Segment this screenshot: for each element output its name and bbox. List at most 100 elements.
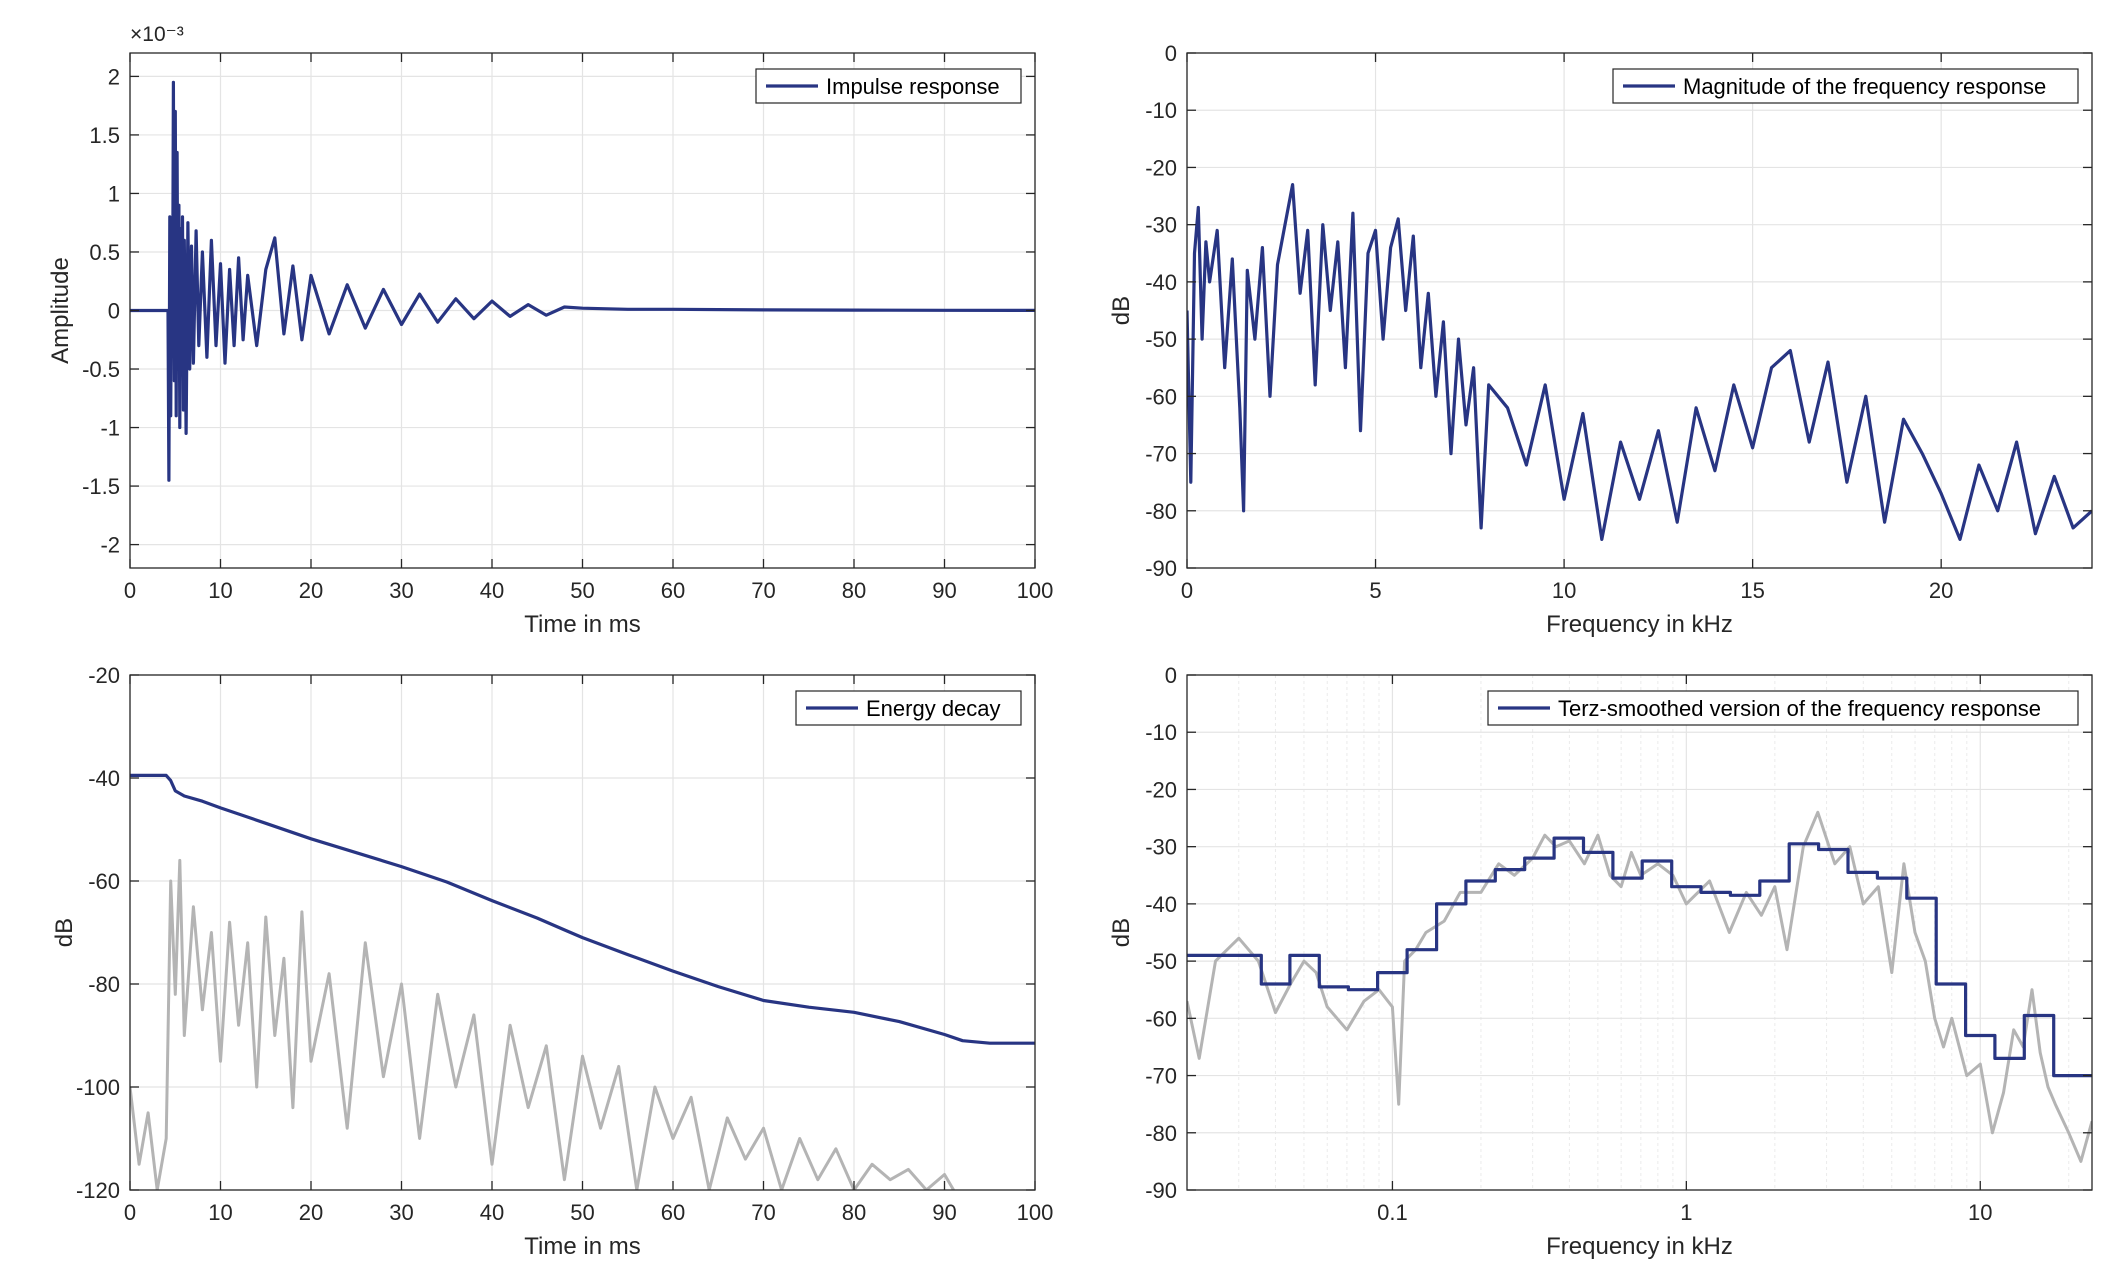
x-tick-label: 0 bbox=[1181, 578, 1193, 603]
legend-label: Terz-smoothed version of the frequency r… bbox=[1558, 696, 2041, 721]
series-line-magnitude-of-the-frequency-response bbox=[1187, 183, 2092, 542]
legend: Magnitude of the frequency response bbox=[1612, 68, 2079, 104]
series-group bbox=[1187, 183, 2092, 542]
x-tick-label: 40 bbox=[480, 1200, 504, 1225]
y-tick-label: -60 bbox=[88, 869, 120, 894]
x-tick-label: 90 bbox=[932, 1200, 956, 1225]
y-axis-label: Amplitude bbox=[47, 257, 74, 364]
x-tick-label: 0.1 bbox=[1377, 1200, 1408, 1225]
y-tick-label: -70 bbox=[1145, 442, 1177, 467]
x-tick-label: 100 bbox=[1017, 1200, 1054, 1225]
y-tick-label: -60 bbox=[1145, 1006, 1177, 1031]
x-tick-label: 5 bbox=[1369, 578, 1381, 603]
x-tick-label: 1 bbox=[1680, 1200, 1692, 1225]
x-tick-label: 70 bbox=[751, 1200, 775, 1225]
x-tick-label: 60 bbox=[661, 578, 685, 603]
y-tick-label: -20 bbox=[1145, 777, 1177, 802]
y-tick-label: -30 bbox=[1145, 835, 1177, 860]
x-tick-label: 0 bbox=[124, 578, 136, 603]
y-tick-label: 0 bbox=[1165, 41, 1177, 66]
y-axis-label: dB bbox=[1108, 296, 1135, 325]
x-tick-label: 70 bbox=[751, 578, 775, 603]
y-tick-label: -120 bbox=[76, 1178, 120, 1203]
y-tick-label: -70 bbox=[1145, 1064, 1177, 1089]
x-tick-label: 15 bbox=[1740, 578, 1764, 603]
x-axis-label: Frequency in kHz bbox=[1546, 611, 1733, 638]
legend-label: Magnitude of the frequency response bbox=[1683, 74, 2046, 99]
y-tick-label: -100 bbox=[76, 1075, 120, 1100]
x-axis-label: Time in ms bbox=[524, 611, 640, 638]
series-group bbox=[130, 773, 1035, 1190]
plot-area bbox=[1187, 675, 2092, 1190]
y-axis-label: dB bbox=[51, 918, 78, 947]
y-tick-label: -1.5 bbox=[82, 474, 120, 499]
legend-label: Energy decay bbox=[866, 696, 1001, 721]
y-tick-label: -1 bbox=[100, 416, 120, 441]
terz-smoothed-panel: 0.1 1 10 -90 -80 -70 -60 -50 -40 -30 -20 -10 0 Freque… bbox=[1108, 663, 2093, 1260]
x-tick-label: 20 bbox=[1929, 578, 1953, 603]
y-axis-label: dB bbox=[1108, 918, 1135, 947]
y-tick-label: -80 bbox=[88, 972, 120, 997]
legend-box bbox=[1612, 68, 2079, 104]
y-tick-label: -80 bbox=[1145, 499, 1177, 524]
x-tick-label: 30 bbox=[389, 578, 413, 603]
x-tick-label: 20 bbox=[299, 578, 323, 603]
y-tick-label: -10 bbox=[1145, 98, 1177, 123]
y-tick-label: 0 bbox=[1165, 663, 1177, 688]
y-tick-label: -0.5 bbox=[82, 357, 120, 382]
legend-label: Impulse response bbox=[826, 74, 1000, 99]
series-line-terz-smoothed-version-of-the-frequency-response bbox=[1187, 836, 2092, 1078]
y-tick-label: -50 bbox=[1145, 327, 1177, 352]
y-tick-label: -2 bbox=[100, 533, 120, 558]
x-tick-label: 10 bbox=[1552, 578, 1576, 603]
y-tick-label: -50 bbox=[1145, 949, 1177, 974]
x-tick-label: 40 bbox=[480, 578, 504, 603]
x-tick-label: 90 bbox=[932, 578, 956, 603]
axes-box bbox=[1186, 52, 2093, 569]
y-tick-label: -90 bbox=[1145, 556, 1177, 581]
series-line-energy-decay bbox=[130, 773, 1035, 1045]
x-tick-label: 30 bbox=[389, 1200, 413, 1225]
y-tick-label: 1.5 bbox=[89, 123, 120, 148]
x-tick-label: 0 bbox=[124, 1200, 136, 1225]
series-group bbox=[130, 80, 1035, 482]
y-tick-label: -40 bbox=[1145, 892, 1177, 917]
impulse-response-panel: 0 10 20 30 40 50 60 70 80 90 100 -2 -1.5 -1 -0.5 0 0.5 1 1… bbox=[47, 23, 1053, 638]
x-tick-label: 10 bbox=[208, 578, 232, 603]
x-tick-label: 80 bbox=[842, 1200, 866, 1225]
axes-box bbox=[1186, 674, 2093, 1191]
y-tick-label: -10 bbox=[1145, 720, 1177, 745]
y-tick-label: -30 bbox=[1145, 213, 1177, 238]
legend: Energy decay bbox=[795, 690, 1022, 726]
y-tick-label: -90 bbox=[1145, 1178, 1177, 1203]
legend: Terz-smoothed version of the frequency r… bbox=[1487, 690, 2079, 726]
magnitude-response-panel: 0 5 10 15 20 -90 -80 -70 -60 -50 -40 -30 -20 -10 0 Freq… bbox=[1108, 41, 2093, 638]
grid bbox=[1187, 674, 2092, 1191]
x-tick-label: 10 bbox=[208, 1200, 232, 1225]
x-tick-label: 50 bbox=[570, 578, 594, 603]
x-axis-label: Time in ms bbox=[524, 1233, 640, 1260]
y-tick-label: -40 bbox=[88, 766, 120, 791]
x-tick-label: 20 bbox=[299, 1200, 323, 1225]
x-tick-label: 100 bbox=[1017, 578, 1054, 603]
legend-box bbox=[1487, 690, 2079, 726]
x-tick-label: 60 bbox=[661, 1200, 685, 1225]
x-tick-label: 50 bbox=[570, 1200, 594, 1225]
y-tick-label: 0 bbox=[108, 299, 120, 324]
y-tick-label: 0.5 bbox=[89, 240, 120, 265]
y-tick-label: 1 bbox=[108, 181, 120, 206]
y-tick-label: -20 bbox=[1145, 155, 1177, 180]
y-tick-label: -80 bbox=[1145, 1121, 1177, 1146]
series-line-impulse-response bbox=[130, 80, 1035, 482]
plot-area bbox=[1187, 53, 2092, 568]
series-line-raw bbox=[130, 858, 955, 1190]
y-tick-label: -60 bbox=[1145, 384, 1177, 409]
y-tick-label: 2 bbox=[108, 64, 120, 89]
x-tick-label: 10 bbox=[1968, 1200, 1992, 1225]
y-tick-label: -40 bbox=[1145, 270, 1177, 295]
y-exponent-label: ×10⁻³ bbox=[130, 23, 184, 46]
y-tick-label: -20 bbox=[88, 663, 120, 688]
series-line-raw bbox=[1187, 810, 2092, 1163]
energy-decay-panel: 0 10 20 30 40 50 60 70 80 90 100 -120 -100 -80 -60 -40 -… bbox=[51, 663, 1053, 1260]
